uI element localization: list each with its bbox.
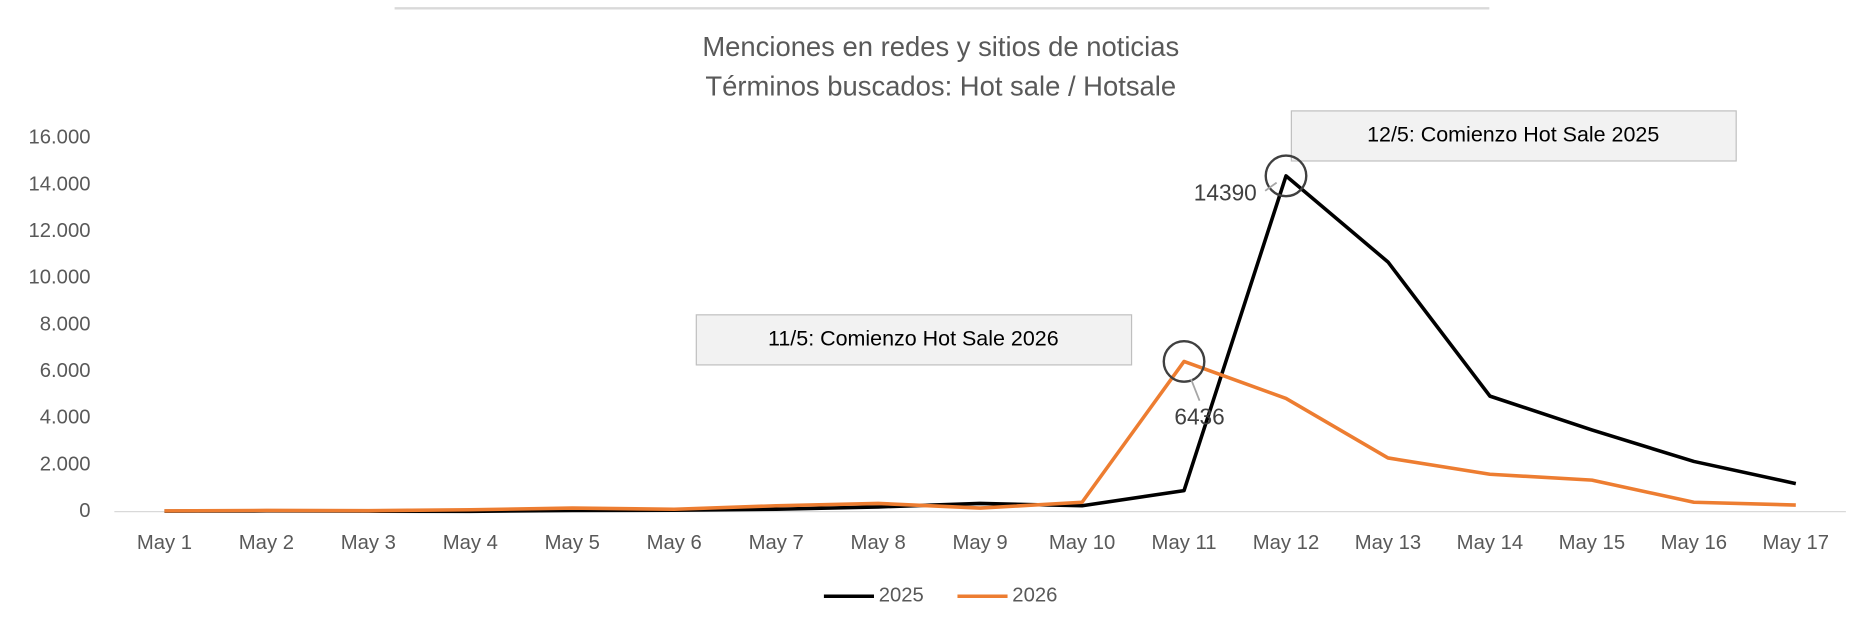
y-tick-label: 8.000 bbox=[40, 313, 91, 335]
x-tick-label: May 5 bbox=[545, 532, 600, 554]
x-tick-label: May 8 bbox=[851, 532, 906, 554]
chart-subtitle: Términos buscados: Hot sale / Hotsale bbox=[705, 70, 1176, 101]
highlight-circle bbox=[1264, 154, 1308, 198]
line-series bbox=[164, 359, 1796, 513]
x-tick-label: May 1 bbox=[137, 532, 192, 554]
x-tick-label: May 11 bbox=[1152, 532, 1217, 554]
legend-label: 2026 bbox=[1012, 585, 1057, 607]
x-tick-label: May 6 bbox=[647, 532, 702, 554]
y-tick-label: 12.000 bbox=[29, 220, 91, 242]
y-tick-label: 2.000 bbox=[40, 453, 91, 475]
x-tick-label: May 3 bbox=[341, 532, 396, 554]
x-tick-label: May 2 bbox=[239, 532, 294, 554]
legend-label: 2025 bbox=[879, 585, 924, 607]
annotation-box bbox=[1290, 110, 1737, 162]
y-tick-label: 10.000 bbox=[29, 267, 91, 289]
x-tick-label: May 13 bbox=[1355, 532, 1421, 554]
leader-line bbox=[1264, 181, 1278, 192]
x-tick-label: May 15 bbox=[1559, 532, 1625, 554]
x-tick-label: May 7 bbox=[749, 532, 804, 554]
data-label: 6436 bbox=[1174, 404, 1224, 430]
x-tick-label: May 10 bbox=[1049, 532, 1115, 554]
chart-title: Menciones en redes y sitios de noticias bbox=[702, 31, 1179, 62]
x-tick-label: May 17 bbox=[1763, 532, 1829, 554]
y-tick-label: 16.000 bbox=[29, 127, 91, 149]
y-tick-label: 6.000 bbox=[40, 360, 91, 382]
x-tick-label: May 14 bbox=[1457, 532, 1523, 554]
y-tick-label: 4.000 bbox=[40, 407, 91, 429]
x-tick-label: May 9 bbox=[953, 532, 1008, 554]
x-tick-label: May 12 bbox=[1253, 532, 1319, 554]
annotation: 11/5: Comienzo Hot Sale 2026 bbox=[768, 327, 1059, 351]
x-tick-label: May 4 bbox=[443, 532, 498, 554]
data-label: 14390 bbox=[1194, 179, 1257, 205]
leader-line bbox=[1190, 378, 1201, 402]
highlight-circle bbox=[1162, 339, 1206, 383]
x-tick-label: May 16 bbox=[1661, 532, 1727, 554]
annotation-box bbox=[695, 314, 1133, 366]
y-tick-label: 0 bbox=[79, 500, 90, 522]
y-tick-label: 14.000 bbox=[29, 173, 91, 195]
annotation: 12/5: Comienzo Hot Sale 2025 bbox=[1367, 123, 1659, 147]
